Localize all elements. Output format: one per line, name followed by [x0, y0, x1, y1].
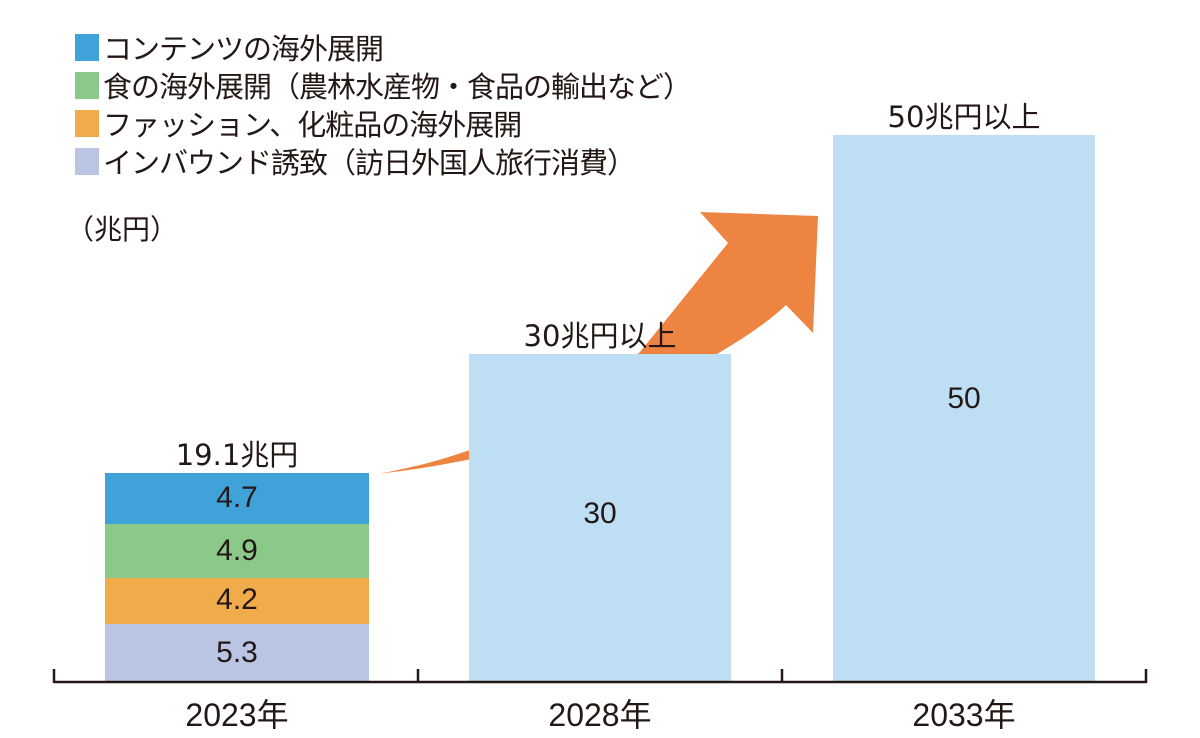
bar-total-2023: 19.1兆円 [175, 438, 299, 472]
bar-total-2028: 30兆円以上 [523, 319, 677, 353]
legend-label: 食の海外展開（農林水産物・食品の輸出など） [103, 70, 692, 104]
bar-2028 [469, 354, 731, 682]
unit-label: （兆円） [66, 213, 179, 246]
legend-label: インバウンド誘致（訪日外国人旅行消費） [103, 146, 636, 180]
bar-2033 [833, 135, 1095, 682]
segment-content [105, 473, 369, 524]
segment-value-food: 4.9 [216, 534, 258, 567]
growth-arrow-icon [377, 212, 818, 474]
legend-label: ファッション、化粧品の海外展開 [103, 108, 522, 142]
legend-item-content-export: コンテンツの海外展開 [75, 28, 691, 66]
chart-legend: コンテンツの海外展開 食の海外展開（農林水産物・食品の輸出など） ファッション、… [75, 28, 692, 180]
segment-value-inbound: 5.3 [216, 636, 258, 669]
x-label-2023: 2023年 [185, 697, 289, 733]
legend-swatch-lavender [75, 147, 99, 175]
x-label-2028: 2028年 [548, 697, 652, 733]
bar-value-2028: 30 [583, 497, 617, 530]
legend-label: コンテンツの海外展開 [103, 32, 384, 66]
x-label-2033: 2033年 [912, 697, 1016, 733]
bar-value-2033: 50 [947, 382, 981, 415]
segment-fashion [105, 578, 369, 624]
legend-swatch-blue [75, 33, 99, 61]
legend-item-fashion-cosmetics: ファッション、化粧品の海外展開 [75, 104, 691, 142]
segment-food [105, 524, 369, 578]
bar-2023 [105, 473, 369, 682]
bar-total-2033: 50兆円以上 [887, 100, 1041, 134]
segment-inbound [105, 624, 369, 682]
segment-value-content: 4.7 [216, 481, 258, 514]
legend-swatch-orange [75, 109, 99, 137]
legend-item-inbound: インバウンド誘致（訪日外国人旅行消費） [75, 142, 691, 180]
segment-value-fashion: 4.2 [216, 583, 258, 616]
legend-item-food-export: 食の海外展開（農林水産物・食品の輸出など） [75, 66, 692, 104]
legend-swatch-green [75, 71, 99, 99]
x-axis [52, 669, 1148, 684]
